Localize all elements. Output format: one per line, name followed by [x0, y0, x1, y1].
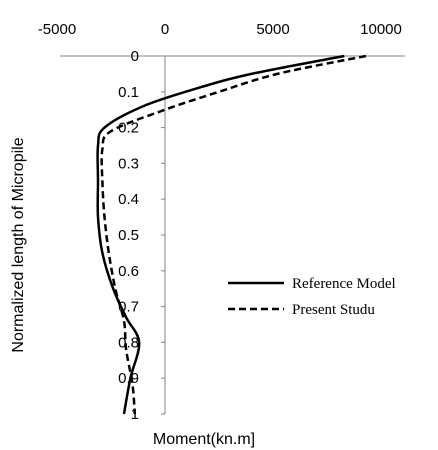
y-tick-label: 0.9	[118, 370, 139, 387]
y-tick-label: 0.2	[118, 120, 139, 137]
legend-label: Present Studu	[292, 302, 375, 318]
y-tick-label: 0.8	[118, 334, 139, 351]
series-line-2	[100, 54, 367, 415]
series-line-1	[96, 54, 345, 415]
y-tick-label: 0.5	[118, 227, 139, 244]
y-axis-title: Normalized length of Micropile	[10, 137, 27, 352]
x-tick-label: -5000	[38, 21, 76, 38]
y-tick-label: 0.3	[118, 155, 139, 172]
x-tick-label: 0	[161, 21, 169, 38]
x-tick-label: 10000	[360, 21, 402, 38]
x-axis-title: Moment(kn.m]	[153, 431, 255, 448]
legend-label: Reference Model	[292, 276, 396, 292]
y-tick-label: 0.4	[118, 191, 139, 208]
x-tick-label: 5000	[256, 21, 289, 38]
y-tick-label: 0	[131, 48, 139, 65]
y-tick-label: 1	[131, 406, 139, 423]
y-tick-label: 0.1	[118, 84, 139, 101]
plot-area: -5000 0 5000 1000000.10.20.30.40.50.60.70.8…	[38, 21, 405, 423]
y-tick-label: 0.6	[118, 263, 139, 280]
